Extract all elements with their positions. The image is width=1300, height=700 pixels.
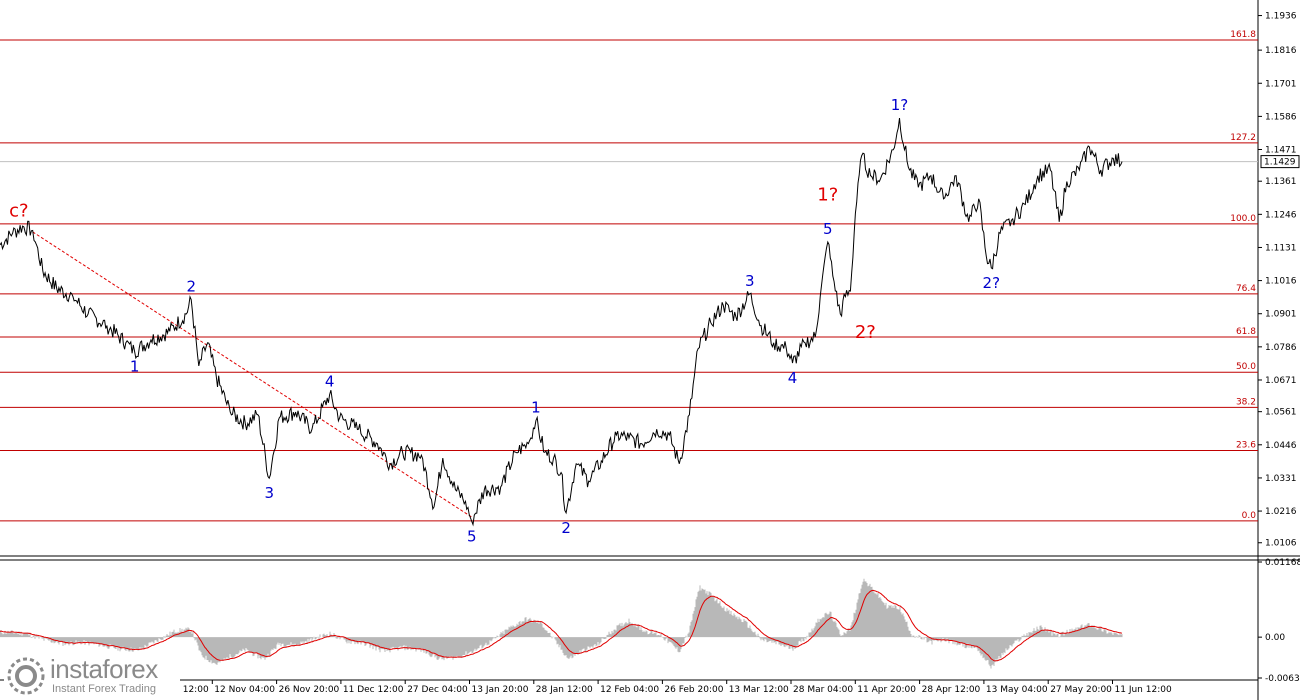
- price-tick-label: 1.0216: [1265, 507, 1297, 517]
- wave-label: 1?: [817, 185, 838, 206]
- time-tick-label: 11 Apr 20:00: [857, 685, 916, 695]
- wave-label: 1: [531, 399, 541, 417]
- price-tick-label: 1.0446: [1265, 441, 1297, 451]
- oscillator-pane: 0.01168 0.00 -0.00635: [0, 558, 1300, 684]
- price-tick-label: 1.1361: [1265, 177, 1297, 187]
- osc-tick-label: 0.00: [1265, 633, 1285, 643]
- osc-signal-line: [0, 589, 1123, 662]
- price-tick-label: 1.0901: [1265, 310, 1297, 320]
- logo-name: instaforex: [50, 654, 158, 684]
- price-tick-label: 1.1016: [1265, 277, 1297, 287]
- current-price-box: [1260, 155, 1300, 169]
- fib-level-label: 127.2: [1230, 133, 1256, 143]
- time-tick-label: 13 May 04:00: [986, 685, 1048, 695]
- wave-label: 2: [186, 278, 196, 296]
- wave-label: 2?: [855, 322, 876, 343]
- fib-level-label: 61.8: [1236, 327, 1256, 337]
- price-line: [0, 118, 1123, 527]
- logo-tagline: Instant Forex Trading: [52, 683, 156, 695]
- wave-label: 4: [788, 369, 798, 387]
- price-tick-label: 1.1816: [1265, 46, 1297, 56]
- wave-label: 5: [823, 220, 833, 238]
- price-tick-label: 1.0786: [1265, 343, 1297, 353]
- price-tick-label: 1.0671: [1265, 376, 1297, 386]
- price-tick-label: 1.1246: [1265, 210, 1297, 220]
- wave-label: 4: [325, 373, 335, 391]
- price-tick-label: 1.0106: [1265, 539, 1297, 549]
- trend-lines: [32, 231, 473, 518]
- fib-level-label: 23.6: [1236, 441, 1256, 451]
- fib-level-label: 161.8: [1230, 30, 1256, 40]
- time-tick-label: 11 Dec 12:00: [343, 685, 404, 695]
- fib-level-label: 38.2: [1236, 397, 1256, 407]
- wave-label: 3: [745, 272, 755, 290]
- wave-labels: c? 1 2 3 4 5 1 2 3 4 5 1? 2? 1? 2?: [9, 96, 1000, 545]
- price-tick-label: 1.1701: [1265, 79, 1297, 89]
- price-tick-label: 1.1131: [1265, 243, 1297, 253]
- instaforex-logo: instaforex Instant Forex Trading: [4, 654, 180, 698]
- wave-label: 1?: [891, 96, 909, 114]
- time-tick-label: 27 Dec 04:00: [407, 685, 468, 695]
- price-tick-label: 1.1936: [1265, 12, 1297, 22]
- price-tick-label: 1.1586: [1265, 112, 1297, 122]
- time-tick-label: 13 Mar 12:00: [729, 685, 789, 695]
- fib-level-label: 100.0: [1230, 214, 1256, 224]
- price-tick-label: 1.0561: [1265, 408, 1297, 418]
- price-tick-label: 1.0331: [1265, 474, 1297, 484]
- wave-label: 5: [467, 527, 477, 545]
- fibonacci-levels: 161.8 127.2 100.0 76.4 61.8 50.0 38.2 23.6 0.0: [0, 30, 1258, 522]
- main-plot-area: [0, 0, 1258, 556]
- fib-level-label: 50.0: [1236, 362, 1256, 372]
- fib-level-label: 0.0: [1242, 511, 1257, 521]
- time-tick-label: 13 Jan 20:00: [472, 685, 529, 695]
- wave-label: 3: [264, 484, 274, 502]
- time-tick-label: 26 Nov 20:00: [279, 685, 340, 695]
- price-axis: 1.1936 1.1816 1.1701 1.1586 1.1471 1.1361 1.12…: [1258, 12, 1300, 549]
- time-tick-label: 27 May 20:00: [1050, 685, 1112, 695]
- time-tick-label: 12 Feb 04:00: [600, 685, 659, 695]
- wave-label: 2?: [983, 274, 1001, 292]
- osc-tick-label: -0.00635: [1265, 674, 1300, 684]
- price-series: [0, 118, 1123, 527]
- time-tick-label: 11 Jun 12:00: [1115, 685, 1172, 695]
- wave-label: 1: [130, 357, 140, 375]
- time-tick-label: 28 Jan 12:00: [536, 685, 593, 695]
- fib-level-label: 76.4: [1236, 284, 1256, 294]
- time-tick-label: 26 Feb 20:00: [664, 685, 723, 695]
- osc-tick-label: 0.01168: [1265, 558, 1300, 568]
- instaforex-logo-icon: [7, 657, 45, 695]
- price-tick-label: 1.1471: [1265, 146, 1297, 156]
- wave-label: 2: [561, 519, 571, 537]
- current-price-label: 1.1429: [1264, 158, 1296, 168]
- trend-line: [32, 231, 473, 518]
- time-tick-label: 28 Mar 04:00: [793, 685, 853, 695]
- wave-label: c?: [9, 201, 28, 222]
- time-tick-label: 12 Nov 04:00: [214, 685, 275, 695]
- time-tick-label: 28 Apr 12:00: [922, 685, 981, 695]
